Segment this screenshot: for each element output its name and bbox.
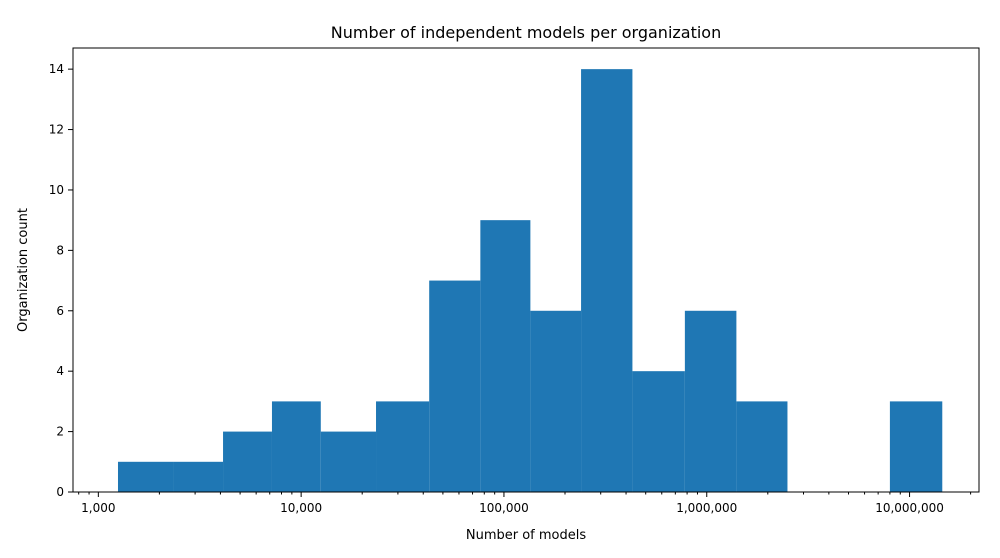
- histogram-bar: [889, 401, 943, 492]
- x-tick-label: 10,000: [280, 501, 322, 515]
- chart-title: Number of independent models per organiz…: [331, 23, 721, 42]
- y-tick-label: 14: [49, 62, 64, 76]
- y-tick-label: 6: [56, 304, 64, 318]
- plot-frame: [72, 47, 980, 493]
- y-tick-label: 8: [56, 243, 64, 257]
- y-tick-label: 4: [56, 364, 64, 378]
- histogram-bar: [480, 220, 531, 492]
- bars-group: [117, 69, 943, 492]
- histogram-bar: [117, 461, 174, 492]
- x-tick-label: 1,000,000: [676, 501, 737, 515]
- histogram-bar: [320, 431, 377, 492]
- y-tick-label: 0: [56, 485, 64, 499]
- x-tick-label: 100,000: [479, 501, 529, 515]
- histogram-bar: [173, 461, 224, 492]
- histogram-bar: [429, 280, 481, 492]
- y-tick-label: 12: [49, 123, 64, 137]
- histogram-bar: [271, 401, 321, 492]
- histogram-bar: [530, 310, 582, 492]
- x-tick-label: 1,000: [81, 501, 115, 515]
- x-axis-label: Number of models: [466, 528, 586, 543]
- y-tick-label: 10: [49, 183, 64, 197]
- histogram-bar: [632, 371, 685, 492]
- histogram-bar: [581, 69, 633, 492]
- y-axis-ticks: 0 2 4 6 8 10 12 14: [49, 62, 73, 499]
- histogram-bar: [736, 401, 788, 492]
- y-axis-label: Organization count: [16, 208, 31, 332]
- histogram-bar: [223, 431, 272, 492]
- y-tick-label: 2: [56, 425, 64, 439]
- x-tick-label: 10,000,000: [875, 501, 944, 515]
- x-axis-ticks: 1,000 10,000 1,000,000 100,000 10,000,000: [78, 492, 972, 515]
- histogram-bar: [376, 401, 430, 492]
- histogram-bar: [684, 310, 737, 492]
